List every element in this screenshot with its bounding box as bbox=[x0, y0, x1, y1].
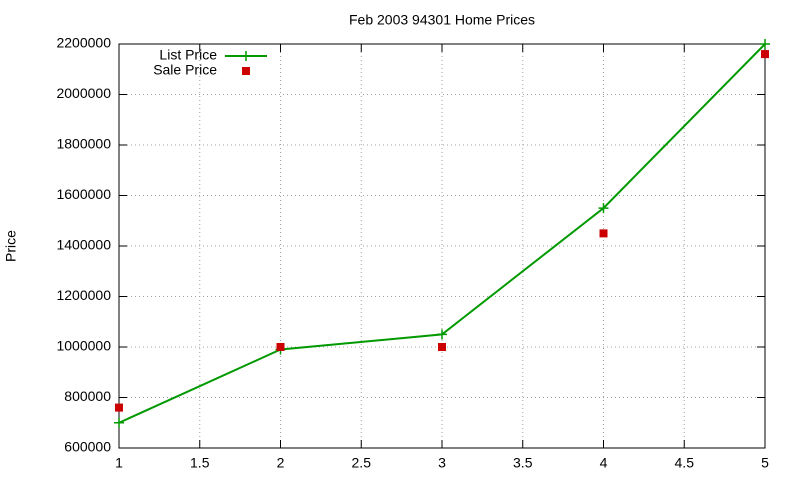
x-tick-label: 3.5 bbox=[513, 455, 533, 471]
plot-frame bbox=[118, 43, 766, 449]
y-tick-label: 1800000 bbox=[56, 136, 111, 152]
y-axis-label: Price bbox=[3, 230, 19, 262]
point bbox=[761, 50, 769, 59]
y-tick-label: 2000000 bbox=[56, 85, 111, 101]
y-tick-label: 1400000 bbox=[56, 237, 111, 253]
point bbox=[114, 417, 124, 428]
chart-title: Feb 2003 94301 Home Prices bbox=[349, 12, 535, 28]
point bbox=[115, 403, 123, 412]
y-tick-label: 1000000 bbox=[56, 338, 111, 354]
legend-label: List Price bbox=[159, 47, 217, 63]
point bbox=[598, 203, 609, 214]
y-tick-label: 600000 bbox=[64, 439, 111, 455]
y-tick-label: 1200000 bbox=[56, 287, 111, 303]
x-tick-label: 4 bbox=[600, 455, 608, 471]
y-tick-label: 1600000 bbox=[56, 186, 111, 202]
point bbox=[438, 343, 446, 351]
y-tick-label: 2200000 bbox=[56, 35, 111, 51]
y-tick-label: 800000 bbox=[64, 388, 111, 404]
x-tick-label: 3 bbox=[438, 455, 446, 471]
point bbox=[437, 329, 447, 340]
x-tick-label: 1.5 bbox=[190, 455, 210, 471]
point bbox=[276, 343, 285, 351]
x-tick-label: 2 bbox=[277, 455, 285, 471]
x-tick-label: 4.5 bbox=[675, 455, 695, 471]
legend-label: Sale Price bbox=[153, 62, 217, 78]
legend-swatch bbox=[242, 67, 250, 75]
x-tick-label: 1 bbox=[115, 455, 123, 471]
x-tick-label: 2.5 bbox=[352, 455, 372, 471]
point bbox=[599, 229, 608, 238]
point bbox=[760, 39, 770, 49]
x-tick-label: 5 bbox=[761, 455, 769, 471]
legend-swatch bbox=[241, 51, 251, 61]
